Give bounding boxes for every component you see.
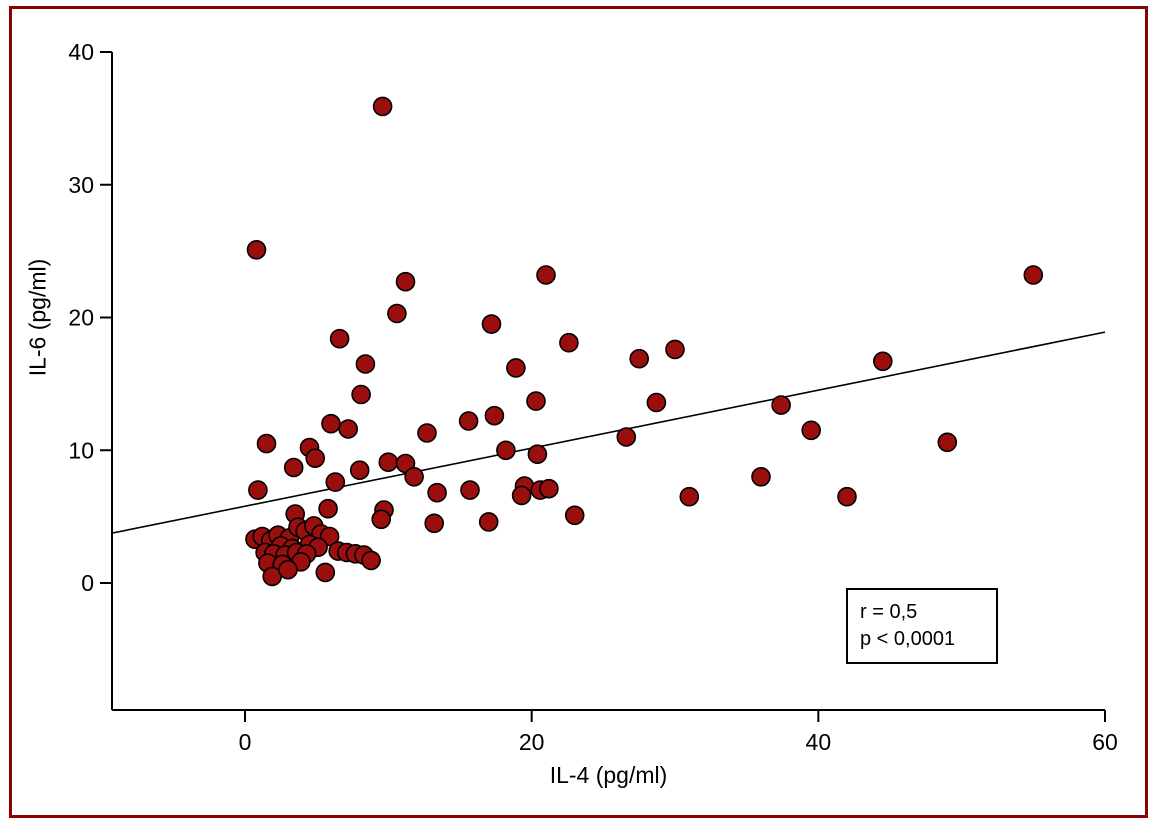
- data-point: [329, 328, 350, 349]
- data-point: [349, 460, 370, 481]
- data-point: [338, 419, 359, 439]
- x-tick-label: 60: [1092, 729, 1118, 755]
- data-point: [526, 391, 546, 411]
- data-point: [325, 472, 346, 492]
- data-point: [527, 444, 548, 465]
- data-point: [351, 384, 371, 405]
- data-point: [246, 240, 267, 260]
- data-point: [837, 486, 857, 507]
- data-point: [539, 478, 559, 499]
- data-point: [872, 351, 893, 372]
- data-point: [458, 411, 479, 431]
- data-point: [361, 550, 381, 571]
- data-point: [484, 405, 505, 426]
- data-point: [801, 420, 822, 441]
- data-point: [564, 505, 585, 526]
- data-point: [427, 482, 447, 503]
- data-point: [387, 303, 407, 324]
- data-point: [665, 339, 685, 360]
- data-point: [629, 348, 650, 369]
- y-tick-label: 30: [68, 172, 94, 198]
- x-tick-label: 0: [239, 729, 252, 755]
- data-point: [278, 559, 298, 580]
- data-point: [478, 512, 499, 532]
- data-point: [395, 271, 416, 292]
- data-point: [305, 448, 326, 469]
- data-point: [536, 265, 556, 285]
- data-point: [372, 96, 393, 117]
- data-point: [937, 432, 958, 453]
- x-axis-title: IL-4 (pg/ml): [549, 762, 668, 788]
- data-point: [417, 423, 437, 443]
- y-tick-label: 40: [68, 39, 94, 65]
- data-point: [496, 440, 516, 461]
- data-point: [481, 314, 502, 334]
- data-point: [283, 457, 304, 478]
- data-point: [511, 485, 532, 506]
- x-tick-label: 20: [519, 729, 545, 755]
- data-point: [404, 466, 424, 487]
- data-point: [559, 332, 579, 353]
- data-point: [355, 354, 376, 374]
- data-point: [318, 498, 338, 519]
- y-tick-label: 10: [68, 437, 94, 463]
- data-point: [424, 513, 445, 534]
- y-tick-label: 20: [68, 305, 94, 331]
- data-point: [371, 509, 392, 530]
- data-point: [460, 480, 480, 500]
- y-tick-label: 0: [81, 570, 94, 596]
- data-point: [248, 480, 268, 500]
- data-point: [751, 466, 771, 487]
- data-point: [616, 427, 637, 447]
- data-point: [679, 486, 700, 507]
- data-point: [1023, 265, 1044, 285]
- data-point: [315, 562, 336, 583]
- data-point: [771, 395, 791, 415]
- x-tick-label: 40: [806, 729, 832, 755]
- correlation-value: r = 0,5: [860, 601, 918, 623]
- stats-annotation-box: r = 0,5 p < 0,0001: [846, 588, 998, 664]
- data-point: [506, 358, 526, 378]
- trend-line: [111, 331, 1106, 535]
- data-point: [256, 433, 277, 454]
- y-axis-title: IL-6 (pg/ml): [24, 258, 51, 377]
- data-point: [646, 392, 667, 413]
- data-point: [378, 452, 399, 473]
- data-point: [321, 413, 341, 434]
- p-value: p < 0,0001: [860, 628, 956, 650]
